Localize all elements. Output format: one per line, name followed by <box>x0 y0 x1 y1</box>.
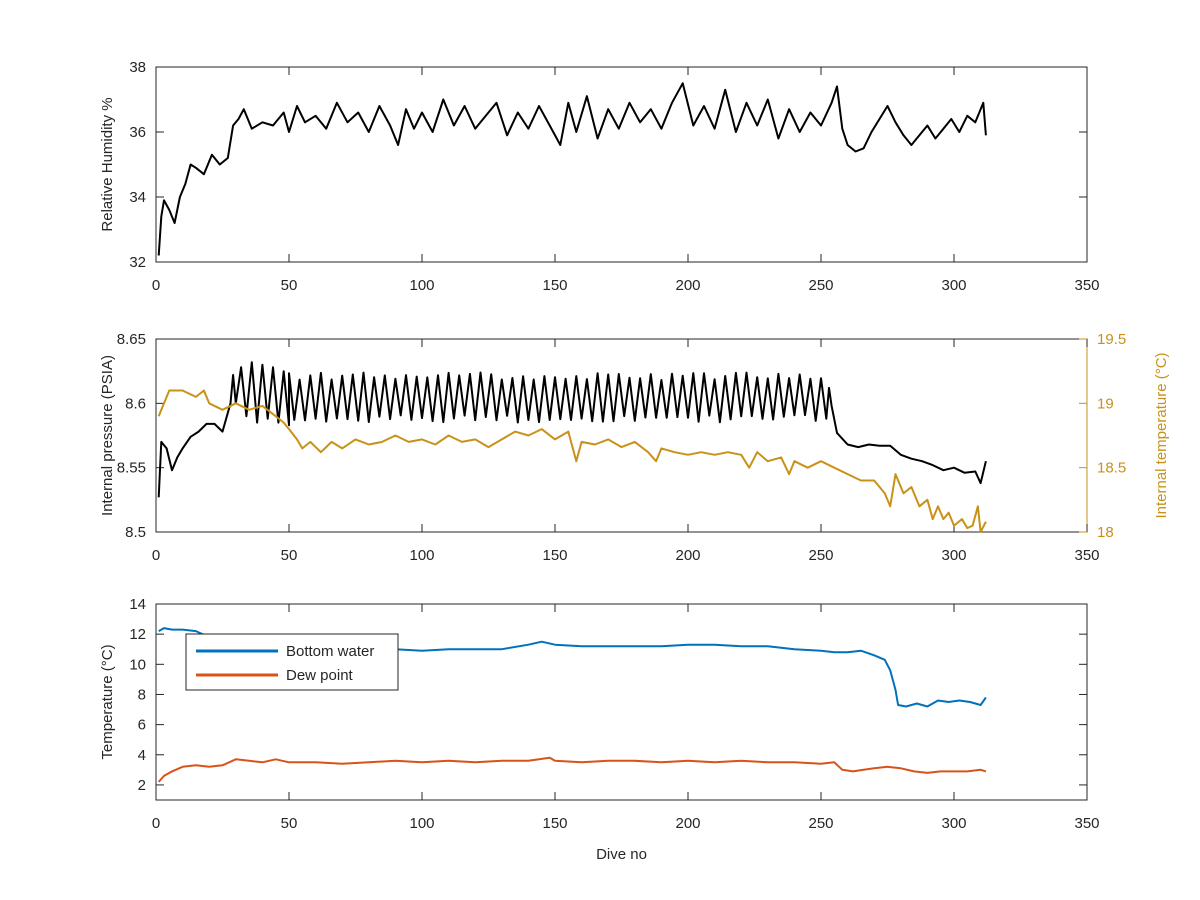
legend-label: Bottom water <box>286 643 374 660</box>
x-tick-label: 100 <box>409 815 434 832</box>
x-tick-label: 300 <box>941 815 966 832</box>
x-tick-label: 350 <box>1074 815 1099 832</box>
x-tick-label: 250 <box>808 277 833 294</box>
y-tick-label: 8.6 <box>125 395 146 412</box>
series-line-1 <box>157 82 987 256</box>
x-tick-label: 250 <box>808 547 833 564</box>
x-tick-label: 250 <box>808 815 833 832</box>
legend-label: Dew point <box>286 667 354 684</box>
x-tick-label: 150 <box>542 277 567 294</box>
y-axis-label: Temperature (°C) <box>99 644 116 759</box>
subplot-1: 0 50 100 150 200 250 300 350 32 34 36 38 Relative Hu… <box>99 59 1100 294</box>
x-tick-label: 200 <box>675 547 700 564</box>
y-axis-label: Relative Humidity % <box>99 97 116 231</box>
x-tick-label: 50 <box>281 815 298 832</box>
series-line-2 <box>157 389 987 533</box>
x-tick-label: 100 <box>409 547 434 564</box>
subplot-3: 0 50 100 150 200 250 300 350 2 4 6 8 10 12 14 Temperatu… <box>99 596 1100 863</box>
y-tick-label: 6 <box>138 717 146 734</box>
y-tick-label: 2 <box>138 777 146 794</box>
y-tick-label: 8.55 <box>117 460 146 477</box>
y-tick-label: 8.5 <box>125 524 146 541</box>
y-tick-label: 34 <box>129 189 146 206</box>
x-tick-label: 0 <box>152 547 160 564</box>
legend: Bottom water Dew point <box>185 633 399 691</box>
right-y-tick-label: 18.5 <box>1097 460 1126 477</box>
x-tick-label: 0 <box>152 277 160 294</box>
x-axis-label: Dive no <box>596 846 647 863</box>
x-tick-label: 350 <box>1074 547 1099 564</box>
right-y-axis-label: Internal temperature (°C) <box>1153 352 1170 518</box>
right-y-tick-label: 19.5 <box>1097 331 1126 348</box>
y-axis-label: Internal pressure (PSIA) <box>99 355 116 516</box>
x-tick-label: 300 <box>941 277 966 294</box>
y-tick-label: 14 <box>129 596 146 613</box>
y-tick-label: 10 <box>129 656 146 673</box>
series-line-2 <box>157 756 987 783</box>
y-tick-label: 8.65 <box>117 331 146 348</box>
x-tick-label: 200 <box>675 815 700 832</box>
x-tick-label: 300 <box>941 547 966 564</box>
subplot-2: 0 50 100 150 200 250 300 350 8.5 8.55 8.6 8.65 18 18.… <box>99 331 1170 564</box>
series-line-1 <box>157 361 987 498</box>
x-tick-label: 0 <box>152 815 160 832</box>
y-tick-label: 32 <box>129 254 146 271</box>
axes-box <box>155 66 1088 263</box>
y-tick-label: 36 <box>129 124 146 141</box>
y-tick-label: 4 <box>138 747 146 764</box>
x-tick-label: 150 <box>542 815 567 832</box>
x-tick-label: 50 <box>281 277 298 294</box>
y-tick-label: 12 <box>129 626 146 643</box>
y-tick-label: 8 <box>138 686 146 703</box>
x-tick-label: 100 <box>409 277 434 294</box>
axes-box <box>155 603 1088 801</box>
x-tick-label: 350 <box>1074 277 1099 294</box>
y-tick-label: 38 <box>129 59 146 76</box>
legend-box <box>185 633 399 691</box>
x-tick-label: 150 <box>542 547 567 564</box>
right-y-tick-label: 18 <box>1097 524 1114 541</box>
right-y-tick-label: 19 <box>1097 395 1114 412</box>
x-tick-label: 50 <box>281 547 298 564</box>
x-tick-label: 200 <box>675 277 700 294</box>
